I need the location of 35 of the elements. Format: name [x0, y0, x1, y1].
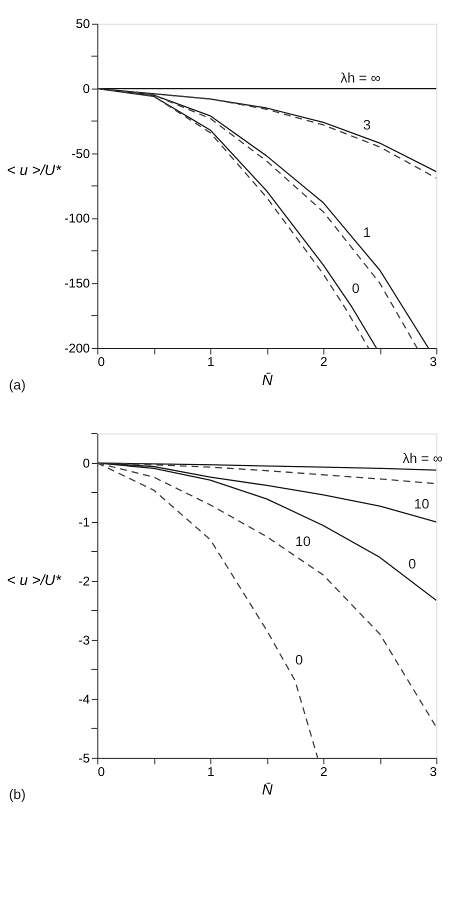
y-tick-label: -100	[64, 210, 90, 226]
annotation: 1	[363, 225, 371, 240]
x-tick-label: 1	[207, 764, 214, 780]
y-tick-label: -5	[78, 750, 90, 766]
y-tick-label: -50	[71, 146, 90, 161]
x-tick-label: 2	[320, 764, 328, 780]
y-tick-label: -2	[78, 573, 90, 588]
x-axis-title: N̄	[262, 782, 273, 799]
x-axis-title: N̄	[262, 372, 273, 389]
y-tick-label: -1	[78, 514, 90, 530]
text: (b)	[8, 787, 26, 802]
annotation: 10	[295, 534, 311, 550]
y-tick-label: -4	[78, 691, 90, 706]
y-tick-label: 0	[82, 81, 90, 96]
y-tick-label: -3	[78, 632, 90, 648]
y-tick-label: -200	[64, 340, 90, 356]
x-tick-label: 0	[98, 764, 105, 780]
x-tick-label: 3	[430, 354, 437, 370]
annotation: 10	[414, 496, 430, 512]
y-axis-title: < u >/U*	[6, 163, 62, 180]
annotation: 0	[408, 556, 416, 572]
x-tick-label: 3	[430, 764, 437, 780]
annotation: 3	[363, 117, 372, 132]
annotation: λh = ∞	[402, 451, 443, 466]
y-tick-label: 0	[82, 455, 90, 470]
x-tick-label: 2	[320, 354, 328, 370]
annotation: λh = ∞	[340, 70, 381, 86]
annotation: 0	[295, 652, 304, 668]
x-tick-label: 0	[98, 354, 105, 370]
text: (a)	[8, 377, 26, 392]
x-tick-label: 1	[207, 354, 214, 370]
y-tick-label: -150	[64, 276, 90, 291]
y-tick-label: 50	[76, 16, 90, 32]
annotation: 0	[352, 280, 360, 296]
y-axis-title: < u >/U*	[6, 572, 62, 589]
